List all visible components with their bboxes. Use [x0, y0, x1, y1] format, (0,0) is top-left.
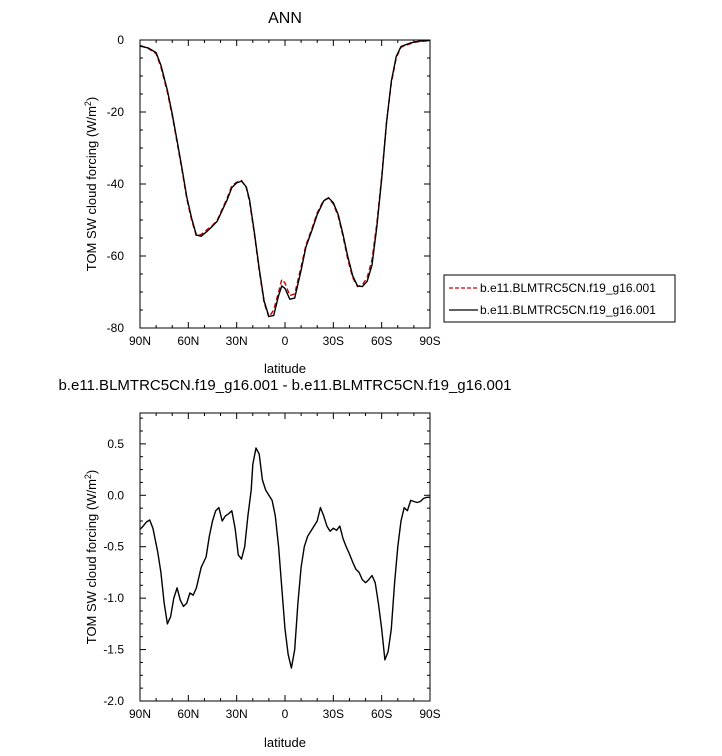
series-line-1 — [139, 447, 430, 669]
legend-entry-1: b.e11.BLMTRC5CN.f19_g16.001 — [480, 281, 656, 295]
bottom-chart-ylabel: TOM SW cloud forcing (W/m2) — [83, 470, 99, 645]
x-tick-label: 30N — [226, 334, 248, 348]
top-chart-title: ANN — [268, 10, 302, 27]
x-tick-label: 30S — [323, 334, 344, 348]
bottom-chart-title: b.e11.BLMTRC5CN.f19_g16.001 - b.e11.BLMT… — [58, 377, 511, 394]
y-tick-label: -0.5 — [103, 540, 124, 554]
x-tick-label: 60N — [177, 334, 199, 348]
x-tick-label: 60S — [371, 334, 392, 348]
y-tick-label: -40 — [107, 177, 125, 191]
y-tick-label: -20 — [107, 105, 125, 119]
x-tick-label: 90S — [419, 707, 440, 721]
y-tick-label: -1.0 — [103, 591, 124, 605]
y-tick-label: 0.5 — [107, 437, 124, 451]
bottom-chart-panel: b.e11.BLMTRC5CN.f19_g16.001 - b.e11.BLMT… — [58, 377, 511, 750]
y-tick-label: -1.5 — [103, 643, 124, 657]
top-chart-xlabel: latitude — [264, 361, 306, 376]
y-tick-label: 0.0 — [107, 488, 124, 502]
bottom-chart-xlabel: latitude — [264, 735, 306, 750]
series-line-2 — [139, 39, 431, 318]
legend: b.e11.BLMTRC5CN.f19_g16.001 b.e11.BLMTRC… — [443, 274, 676, 323]
y-tick-label: -80 — [107, 321, 125, 335]
x-tick-label: 60S — [371, 707, 392, 721]
x-tick-label: 90S — [419, 334, 440, 348]
x-tick-label: 0 — [282, 334, 289, 348]
x-tick-label: 60N — [177, 707, 199, 721]
y-tick-label: -60 — [107, 249, 125, 263]
x-tick-label: 90N — [129, 707, 151, 721]
x-tick-label: 90N — [129, 334, 151, 348]
x-tick-label: 30N — [226, 707, 248, 721]
x-tick-label: 0 — [282, 707, 289, 721]
x-tick-label: 30S — [323, 707, 344, 721]
bottom-plot-frame — [139, 412, 431, 702]
legend-box — [443, 274, 676, 323]
y-tick-label: -2.0 — [103, 694, 124, 708]
legend-entry-2: b.e11.BLMTRC5CN.f19_g16.001 — [480, 303, 656, 317]
top-chart-panel: ANN 90N 60N 30N 0 30S 60S 90S 0 -20 -40 -60 -80 lat… — [83, 10, 441, 376]
top-chart-ylabel: TOM SW cloud forcing (W/m2) — [83, 97, 99, 272]
y-tick-label: 0 — [117, 33, 124, 47]
